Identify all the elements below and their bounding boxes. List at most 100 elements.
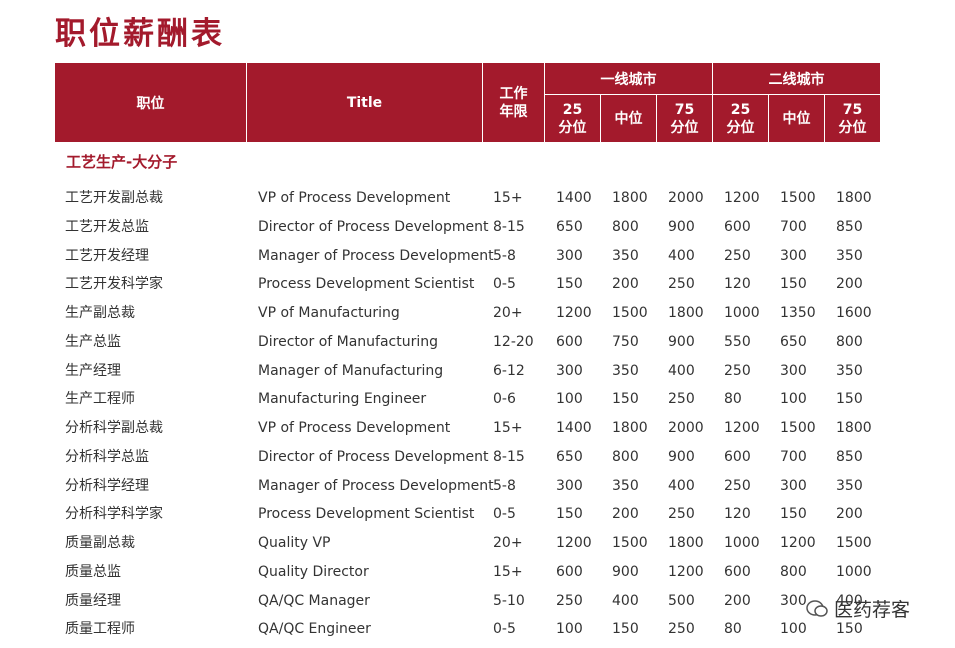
cell-text: 分析科学总监: [65, 448, 149, 465]
cell-text: 分析科学副总裁: [65, 420, 163, 436]
cell-text: Director of Manufacturing: [258, 333, 439, 350]
column-header-text: 工作年限: [499, 85, 528, 120]
cell-value: 600: [724, 448, 751, 465]
cell-value: 200: [836, 506, 863, 523]
cell-value: 400: [612, 592, 639, 609]
cell-value: 150: [556, 506, 583, 523]
cell-value: 900: [668, 218, 695, 235]
cell-value: 200: [724, 592, 751, 609]
badge-text: 医药荐客: [834, 599, 911, 621]
cell-value: 1200: [668, 563, 704, 580]
cell-value: 1800: [612, 190, 648, 206]
cell-value: 650: [556, 218, 583, 235]
cell-value: 800: [836, 333, 863, 350]
cell-text: 工艺开发总监: [65, 218, 149, 235]
cell-text: 15+: [493, 190, 523, 206]
cell-value: 900: [668, 448, 695, 465]
cell-value: 350: [836, 247, 863, 264]
cell-value: 1000: [724, 305, 760, 321]
cell-value: 300: [780, 477, 807, 494]
cell-value: 1000: [724, 535, 760, 551]
cell-value: 600: [724, 218, 751, 235]
sub-header-text: 75分位: [670, 101, 699, 136]
cell-value: 600: [556, 333, 583, 350]
cell-text: 0-5: [493, 276, 516, 293]
cell-text: 20+: [493, 535, 523, 551]
cell-value: 1800: [836, 190, 872, 206]
column-header: Title: [247, 63, 483, 143]
cell-text: 0-6: [493, 391, 516, 408]
cell-text: Quality VP: [258, 535, 331, 551]
cell-value: 150: [780, 506, 807, 523]
cell-value: 150: [612, 391, 639, 408]
cell-value: 350: [612, 247, 639, 264]
cell-value: 1600: [836, 305, 872, 321]
cell-value: 350: [612, 477, 639, 494]
cell-text: QA/QC Engineer: [258, 621, 371, 638]
cell-value: 200: [612, 276, 639, 293]
cell-value: 1500: [612, 305, 648, 321]
cell-value: 1200: [724, 190, 760, 206]
cell-value: 150: [556, 276, 583, 293]
cell-value: 300: [556, 247, 583, 264]
cell-text: Director of Process Development: [258, 218, 489, 235]
cell-value: 250: [668, 276, 695, 293]
badge-icon: [806, 599, 828, 617]
cell-value: 800: [612, 218, 639, 235]
sub-header: 25分位: [713, 95, 769, 143]
cell-value: 250: [724, 362, 751, 379]
cell-value: 350: [612, 362, 639, 379]
group-header: 一线城市: [545, 63, 713, 95]
cell-value: 100: [780, 391, 807, 408]
cell-text: 0-5: [493, 506, 516, 523]
cell-value: 100: [556, 391, 583, 408]
cell-text: 工艺开发经理: [65, 247, 149, 264]
cell-text: VP of Manufacturing: [258, 305, 400, 321]
group-header: 二线城市: [713, 63, 881, 95]
cell-value: 600: [556, 563, 583, 580]
cell-value: 400: [668, 362, 695, 379]
cell-text: 工艺开发科学家: [65, 276, 163, 293]
cell-value: 1200: [724, 420, 760, 436]
sub-header-text: 中位: [614, 110, 643, 127]
sub-header-text: 25分位: [726, 101, 755, 136]
cell-value: 350: [836, 362, 863, 379]
cell-value: 300: [780, 592, 807, 609]
sub-header: 25分位: [545, 95, 601, 143]
cell-value: 120: [724, 276, 751, 293]
cell-value: 550: [724, 333, 751, 350]
cell-text: 分析科学科学家: [65, 506, 163, 523]
cell-text: Process Development Scientist: [258, 506, 475, 523]
cell-value: 80: [724, 621, 742, 638]
cell-value: 300: [556, 362, 583, 379]
cell-text: QA/QC Manager: [258, 592, 370, 609]
cell-value: 250: [556, 592, 583, 609]
cell-value: 800: [612, 448, 639, 465]
sub-header: 75分位: [657, 95, 713, 143]
cell-text: 5-8: [493, 247, 516, 264]
column-header: 职位: [55, 63, 247, 143]
cell-value: 150: [836, 391, 863, 408]
cell-value: 400: [668, 247, 695, 264]
cell-text: Director of Process Development: [258, 448, 489, 465]
sub-header-text: 25分位: [558, 101, 587, 136]
cell-text: 工艺开发副总裁: [65, 190, 163, 206]
cell-value: 650: [780, 333, 807, 350]
cell-text: 质量副总裁: [65, 535, 135, 551]
cell-text: 15+: [493, 563, 523, 580]
cell-value: 1800: [612, 420, 648, 436]
cell-value: 1400: [556, 420, 592, 436]
cell-value: 500: [668, 592, 695, 609]
sub-header-text: 中位: [782, 110, 811, 127]
cell-value: 1200: [780, 535, 816, 551]
cell-text: 15+: [493, 420, 523, 436]
cell-value: 1800: [668, 535, 704, 551]
cell-value: 100: [556, 621, 583, 638]
cell-text: 0-5: [493, 621, 516, 638]
cell-text: 5-10: [493, 592, 525, 609]
cell-value: 150: [780, 276, 807, 293]
cell-value: 850: [836, 448, 863, 465]
cell-text: Quality Director: [258, 563, 369, 580]
cell-value: 800: [780, 563, 807, 580]
